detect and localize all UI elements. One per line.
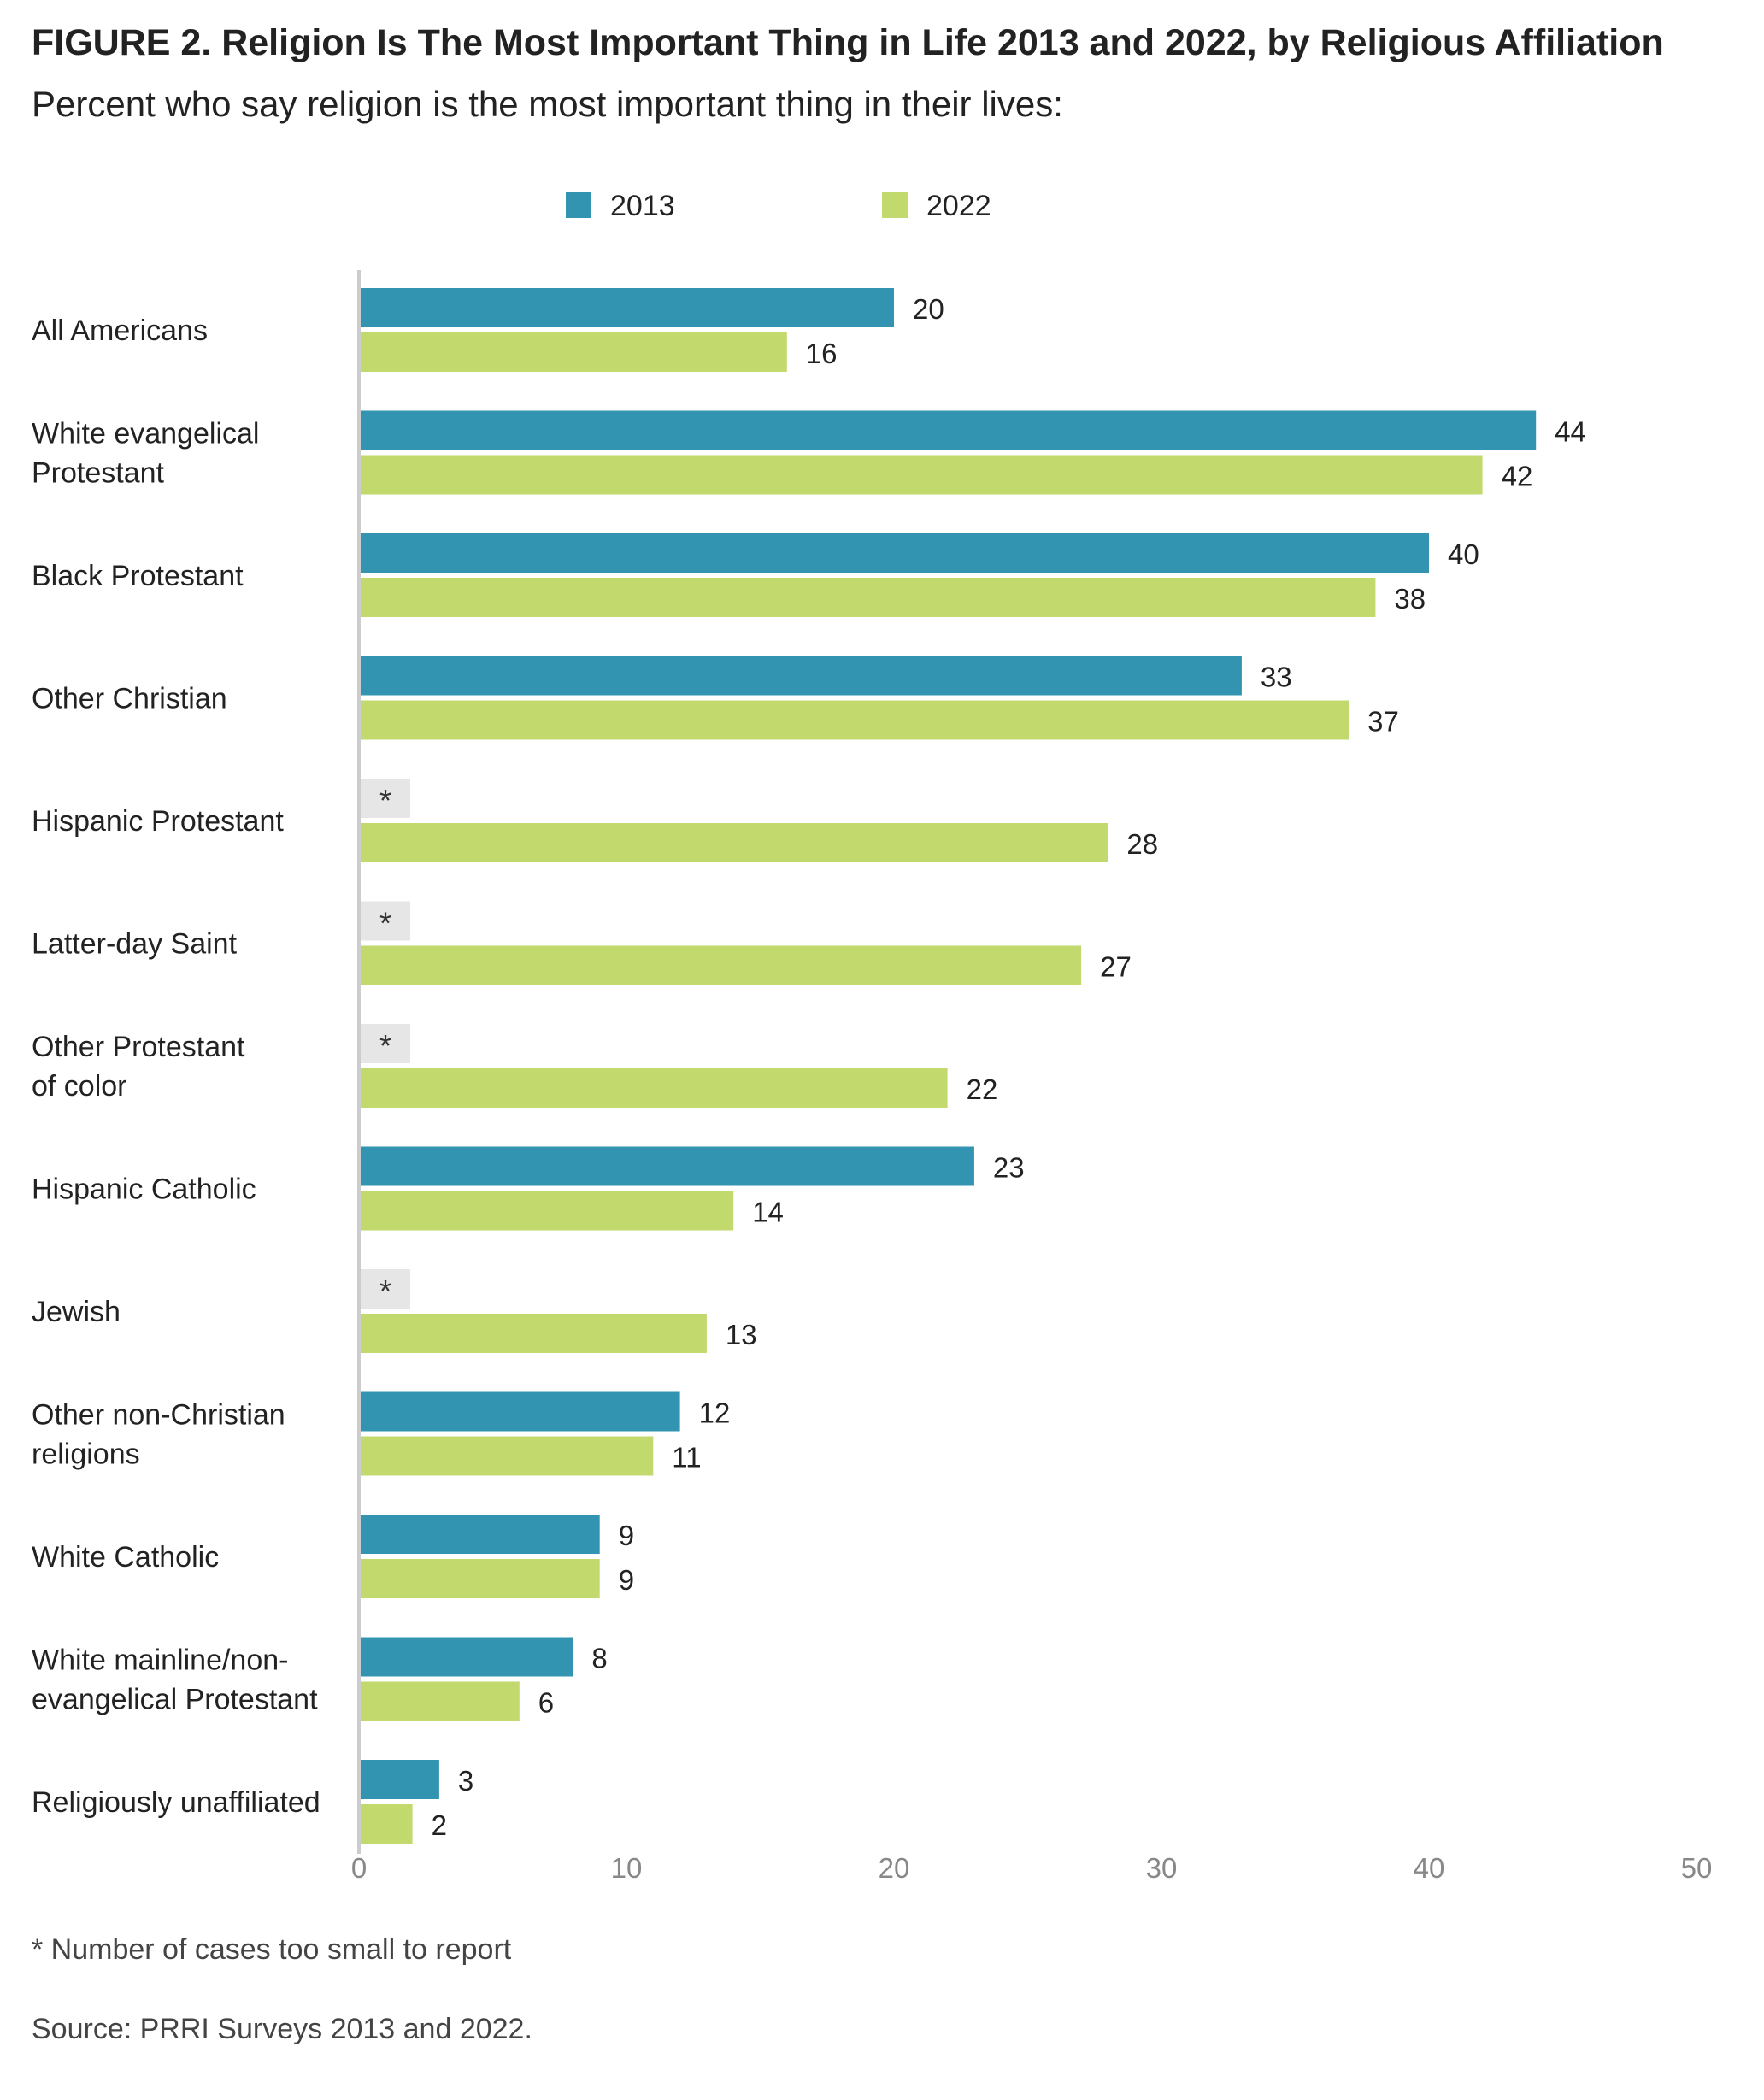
- data-label-2022: 27: [1100, 951, 1132, 983]
- bar-2013: [361, 410, 1537, 450]
- x-tick-label: 40: [1414, 1852, 1445, 1884]
- category-label: Jewish: [32, 1296, 121, 1328]
- suppressed-marker: *: [379, 1274, 391, 1309]
- bar-2022: [361, 945, 1082, 985]
- bar-2013: [361, 533, 1429, 573]
- data-label-2022: 2: [432, 1809, 447, 1841]
- category-label: Other Christian: [32, 683, 227, 715]
- data-label-2022: 37: [1367, 706, 1399, 738]
- bar-2022: [361, 1068, 948, 1108]
- data-label-2022: 13: [726, 1319, 757, 1350]
- data-label-2013: 44: [1555, 416, 1586, 448]
- x-tick-label: 50: [1681, 1852, 1713, 1884]
- data-label-2013: 20: [913, 293, 944, 325]
- suppressed-marker-box: [361, 1269, 410, 1309]
- data-label-2013: 23: [993, 1152, 1025, 1184]
- legend-2013-label: 2013: [610, 190, 675, 222]
- bar-2013: [361, 1515, 600, 1554]
- data-label-2013: 3: [458, 1765, 473, 1797]
- suppressed-marker-box: [361, 901, 410, 941]
- data-label-2022: 42: [1502, 461, 1533, 492]
- bar-2022: [361, 1559, 600, 1598]
- category-label: All Americans: [32, 315, 208, 347]
- x-tick-label: 10: [611, 1852, 643, 1884]
- data-label-2013: 9: [619, 1520, 634, 1551]
- category-label: Religiously unaffiliated: [32, 1786, 320, 1819]
- suppressed-marker: *: [379, 783, 391, 818]
- bar-2022: [361, 578, 1376, 617]
- category-label: White mainline/non-evangelical Protestan…: [32, 1644, 318, 1716]
- bar-2022: [361, 332, 787, 372]
- legend-2022-label: 2022: [926, 190, 991, 222]
- suppressed-marker-box: [361, 1024, 410, 1063]
- bar-2013: [361, 1391, 680, 1432]
- data-label-2013: 12: [699, 1397, 731, 1429]
- data-label-2022: 9: [619, 1564, 634, 1596]
- bar-2022: [361, 1314, 707, 1353]
- data-label-2022: 6: [538, 1687, 554, 1719]
- data-label-2022: 38: [1394, 583, 1426, 615]
- x-tick-label: 30: [1146, 1852, 1178, 1884]
- category-label: Other non-Christian religions: [32, 1399, 285, 1471]
- category-label: White evangelical Protestant: [32, 418, 259, 490]
- category-label: Latter-day Saint: [32, 928, 238, 961]
- suppressed-marker-box: [361, 779, 410, 818]
- bar-2022: [361, 455, 1483, 495]
- bar-2013: [361, 1637, 573, 1677]
- legend-2022-swatch: [882, 192, 908, 218]
- category-label: Other Protestant of color: [32, 1031, 245, 1103]
- bar-2013: [361, 656, 1242, 696]
- bar-2022: [361, 1681, 520, 1721]
- data-label-2022: 22: [967, 1074, 998, 1105]
- category-label: White Catholic: [32, 1541, 219, 1574]
- x-tick-label: 0: [351, 1852, 367, 1884]
- bar-2013: [361, 288, 894, 327]
- footnote: * Number of cases too small to report: [32, 1933, 512, 1966]
- data-label-2022: 11: [672, 1442, 701, 1474]
- chart-subtitle: Percent who say religion is the most imp…: [32, 84, 1063, 124]
- bar-2022: [361, 823, 1108, 862]
- suppressed-marker: *: [379, 906, 391, 941]
- category-label: Hispanic Catholic: [32, 1174, 256, 1206]
- suppressed-marker: *: [379, 1028, 391, 1063]
- bar-2022: [361, 1804, 413, 1844]
- category-label: Black Protestant: [32, 560, 244, 592]
- data-label-2013: 8: [591, 1643, 607, 1674]
- bar-2022: [361, 1436, 654, 1476]
- bar-2013: [361, 1146, 974, 1186]
- x-tick-label: 20: [879, 1852, 910, 1884]
- bar-2022: [361, 1191, 734, 1231]
- bar-2022: [361, 700, 1349, 740]
- data-label-2013: 40: [1448, 538, 1479, 570]
- bar-2013: [361, 1760, 439, 1799]
- category-label: Hispanic Protestant: [32, 805, 284, 838]
- data-label-2022: 16: [806, 338, 838, 369]
- chart-title: FIGURE 2. Religion Is The Most Important…: [32, 22, 1664, 63]
- source-note: Source: PRRI Surveys 2013 and 2022.: [32, 2013, 532, 2045]
- legend-2013-swatch: [566, 192, 591, 218]
- data-label-2022: 14: [752, 1197, 784, 1228]
- data-label-2013: 33: [1261, 662, 1292, 693]
- data-label-2022: 28: [1126, 828, 1158, 860]
